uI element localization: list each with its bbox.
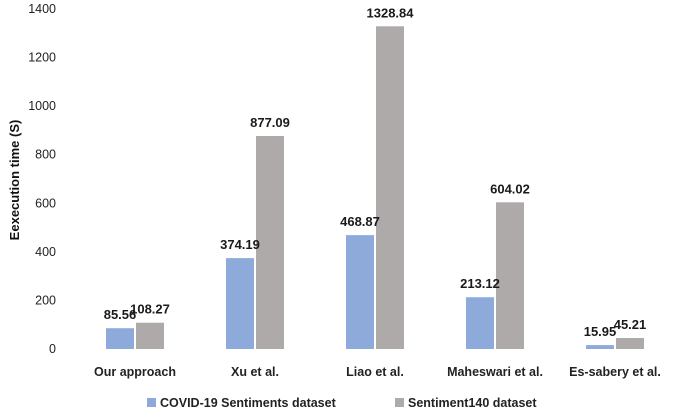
y-tick-label: 1200 bbox=[28, 51, 56, 65]
y-tick-label: 1400 bbox=[28, 2, 56, 16]
y-axis-label: Eexecution time (S) bbox=[7, 120, 22, 241]
data-label: 45.21 bbox=[614, 317, 647, 332]
data-label: 468.87 bbox=[340, 214, 380, 229]
category-label: Xu et al. bbox=[231, 365, 279, 379]
data-label: 108.27 bbox=[130, 302, 170, 317]
y-tick-label: 200 bbox=[35, 293, 56, 307]
data-label: 213.12 bbox=[460, 276, 500, 291]
data-label: 85.56 bbox=[104, 307, 137, 322]
data-label: 374.19 bbox=[220, 237, 260, 252]
category-label: Maheswari et al. bbox=[447, 365, 543, 379]
bar-sentiment140 bbox=[496, 202, 524, 349]
y-tick-label: 0 bbox=[49, 342, 56, 356]
bar-sentiment140 bbox=[256, 135, 284, 349]
bar-covid19 bbox=[586, 345, 614, 349]
y-tick-label: 1000 bbox=[28, 99, 56, 113]
y-tick-label: 400 bbox=[35, 245, 56, 259]
category-label: Es-sabery et al. bbox=[569, 365, 661, 379]
legend-label: COVID-19 Sentiments dataset bbox=[160, 396, 337, 410]
legend-label: Sentiment140 dataset bbox=[408, 396, 537, 410]
y-tick-label: 600 bbox=[35, 196, 56, 210]
bar-sentiment140 bbox=[376, 26, 404, 350]
bar-sentiment140 bbox=[616, 338, 644, 349]
data-label: 15.95 bbox=[584, 324, 617, 339]
category-label: Our approach bbox=[94, 365, 176, 379]
legend-swatch bbox=[147, 398, 156, 407]
legend-swatch bbox=[395, 398, 404, 407]
category-label: Liao et al. bbox=[346, 365, 404, 379]
y-tick-label: 800 bbox=[35, 148, 56, 162]
data-label: 877.09 bbox=[250, 115, 290, 130]
data-label: 1328.84 bbox=[367, 5, 415, 20]
bar-covid19 bbox=[106, 328, 134, 349]
bar-covid19 bbox=[226, 258, 254, 349]
bar-sentiment140 bbox=[136, 322, 164, 349]
bar-covid19 bbox=[346, 235, 374, 349]
bar-covid19 bbox=[466, 297, 494, 349]
data-label: 604.02 bbox=[490, 181, 530, 196]
